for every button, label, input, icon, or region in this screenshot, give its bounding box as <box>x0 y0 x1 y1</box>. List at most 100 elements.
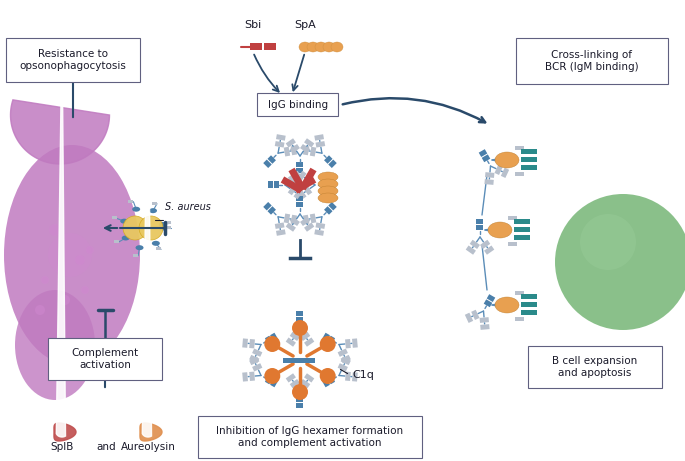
Circle shape <box>86 246 94 254</box>
Bar <box>480 324 490 330</box>
Bar <box>470 240 480 249</box>
Bar <box>338 349 348 357</box>
Bar <box>521 149 537 154</box>
FancyBboxPatch shape <box>516 38 668 84</box>
Bar <box>288 357 310 362</box>
Circle shape <box>320 336 336 352</box>
Polygon shape <box>54 423 76 441</box>
Bar <box>521 158 537 162</box>
Ellipse shape <box>315 42 327 52</box>
Bar <box>166 226 171 229</box>
Bar <box>310 147 316 156</box>
Circle shape <box>292 384 308 400</box>
Bar <box>264 43 276 51</box>
Bar <box>290 379 300 388</box>
Bar <box>290 332 300 341</box>
Bar <box>340 357 351 365</box>
FancyBboxPatch shape <box>528 346 662 388</box>
Bar <box>242 372 248 382</box>
Ellipse shape <box>15 290 95 400</box>
Bar <box>276 134 286 141</box>
Polygon shape <box>10 100 110 164</box>
Bar <box>316 141 325 148</box>
Bar <box>487 294 495 302</box>
Bar <box>297 162 303 167</box>
Bar <box>263 160 272 168</box>
FancyBboxPatch shape <box>258 94 338 117</box>
Bar <box>327 182 332 189</box>
Bar <box>252 349 262 357</box>
Bar <box>314 134 324 141</box>
Bar <box>324 206 332 215</box>
Bar <box>352 338 358 348</box>
Bar <box>152 202 157 205</box>
Polygon shape <box>56 29 66 437</box>
Bar <box>249 339 255 349</box>
Circle shape <box>580 214 636 270</box>
Ellipse shape <box>132 207 140 212</box>
Text: SplB: SplB <box>50 442 74 452</box>
Ellipse shape <box>122 236 129 241</box>
Bar <box>286 138 296 148</box>
Bar <box>328 160 337 168</box>
Bar <box>275 223 284 229</box>
Circle shape <box>35 305 45 315</box>
Bar <box>112 216 116 219</box>
Bar <box>265 376 273 384</box>
Bar <box>340 355 351 363</box>
Ellipse shape <box>159 222 166 227</box>
Circle shape <box>264 336 280 352</box>
Bar <box>300 217 310 226</box>
Circle shape <box>48 233 92 277</box>
Bar <box>297 189 306 199</box>
Circle shape <box>320 368 336 384</box>
Bar <box>293 189 303 199</box>
Bar <box>270 379 278 387</box>
Bar <box>288 185 297 195</box>
Bar <box>249 357 260 365</box>
Bar <box>495 165 503 175</box>
Bar <box>250 43 262 51</box>
Bar <box>288 168 306 190</box>
Ellipse shape <box>4 145 140 365</box>
Text: S. aureus: S. aureus <box>165 202 211 212</box>
Ellipse shape <box>495 152 519 168</box>
Bar <box>521 311 537 315</box>
Bar <box>338 363 348 372</box>
Bar <box>466 245 476 255</box>
Bar <box>242 338 248 348</box>
FancyBboxPatch shape <box>6 38 140 82</box>
Bar <box>252 363 262 372</box>
Bar <box>114 240 119 243</box>
Circle shape <box>264 368 280 384</box>
Circle shape <box>60 295 70 305</box>
Bar <box>482 154 490 162</box>
Bar <box>327 376 335 384</box>
Bar <box>297 169 303 173</box>
Ellipse shape <box>323 42 335 52</box>
Bar <box>465 313 473 323</box>
Bar <box>479 149 487 157</box>
Bar <box>304 337 314 347</box>
Bar <box>514 236 530 241</box>
FancyBboxPatch shape <box>48 338 162 380</box>
Bar <box>300 332 310 341</box>
Circle shape <box>81 286 89 294</box>
Text: Cross-linking of
BCR (IgM binding): Cross-linking of BCR (IgM binding) <box>545 50 639 72</box>
Text: C1q: C1q <box>352 370 374 380</box>
Bar <box>300 144 310 153</box>
Text: Sbi: Sbi <box>245 20 262 30</box>
Bar <box>297 403 303 408</box>
Bar <box>508 242 517 246</box>
Bar <box>471 310 480 320</box>
Bar <box>521 302 537 307</box>
Bar <box>294 177 316 194</box>
Bar <box>286 337 296 347</box>
Bar <box>297 312 303 317</box>
Bar <box>267 155 276 164</box>
Bar <box>501 168 509 178</box>
Bar <box>327 336 335 344</box>
Bar <box>521 165 537 171</box>
Bar <box>276 229 286 236</box>
Bar <box>128 200 134 203</box>
